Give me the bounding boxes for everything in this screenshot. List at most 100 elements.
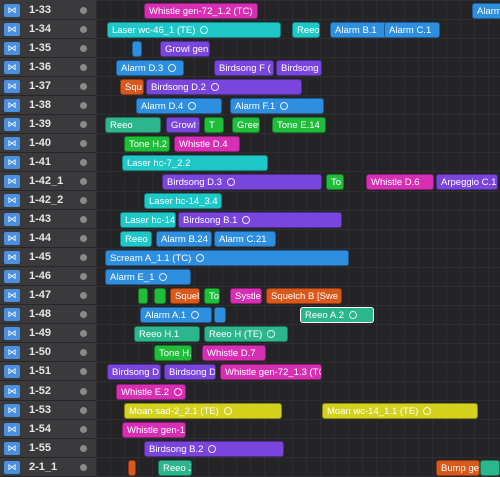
audio-region[interactable]: Alarm B.24 [156,231,212,248]
audio-region[interactable]: Reeo J [158,459,192,476]
audio-region[interactable]: Birdsong B.1 [178,212,342,229]
track-row[interactable]: ⋈ 1-44 [0,229,96,249]
audio-region[interactable]: Reeo A.2 [300,307,374,324]
track-row[interactable]: ⋈ 1-42_2 [0,191,96,211]
audio-region[interactable]: Growl gen [160,40,210,57]
track-status-dot[interactable] [80,425,87,433]
audio-region[interactable] [480,459,500,476]
track-row[interactable]: ⋈ 1-41 [0,153,96,172]
audio-region[interactable] [138,288,148,305]
audio-region[interactable]: Bump gen [436,459,480,476]
track-row[interactable]: ⋈ 1-55 [0,439,96,458]
audio-region[interactable]: Moan sad-2_2.1 (TE) [124,402,282,419]
audio-region[interactable]: Alarm C.1 [384,21,440,38]
track-row[interactable]: ⋈ 1-33 [0,1,96,20]
track-status-dot[interactable] [80,387,87,395]
track-status-dot[interactable] [80,139,87,147]
audio-region[interactable]: T [204,116,224,133]
arrange-area[interactable]: Whistle gen-72_1.2 (TC) Alarm Laser wc-46_… [96,0,500,477]
audio-region[interactable]: Moan wc-14_1.1 (TE) [322,402,478,419]
audio-region[interactable]: Laser hc-14 [120,212,176,229]
audio-region[interactable]: Squ [120,78,144,95]
audio-region[interactable]: Systle [230,288,262,305]
audio-region[interactable]: Alarm E_1 [105,269,191,286]
track-row[interactable]: ⋈ 1-46 [0,267,96,287]
audio-region[interactable]: To [204,288,220,305]
track-row[interactable]: ⋈ 1-38 [0,96,96,115]
audio-region[interactable]: Birdsong D.3 [162,173,322,190]
audio-region[interactable]: Birdsong [276,59,322,76]
track-row[interactable]: ⋈ 1-45 [0,248,96,268]
track-status-dot[interactable] [80,25,87,33]
track-row[interactable]: ⋈ 1-51 [0,362,96,382]
track-status-dot[interactable] [80,101,87,109]
track-status-dot[interactable] [80,349,87,357]
audio-region[interactable]: Laser wc-46_1 (TE) [107,21,281,38]
track-row[interactable]: ⋈ 1-34 [0,20,96,39]
audio-region[interactable]: Arpeggio C.1 [436,173,498,190]
audio-region[interactable]: Alarm [472,2,500,19]
track-status-dot[interactable] [80,406,87,414]
track-status-dot[interactable] [80,120,87,128]
audio-region[interactable]: Whistle gen-72_1.2 (TC) [144,2,258,19]
audio-region[interactable]: Alarm D.3 [116,59,184,76]
audio-region[interactable]: Tone H. [154,345,192,362]
audio-region[interactable]: Squel [170,288,200,305]
audio-region[interactable]: Reeo [292,21,320,38]
track-status-dot[interactable] [80,216,87,224]
audio-region[interactable]: Whistle gen-1 [122,421,186,438]
audio-region[interactable]: Growl w [166,116,200,133]
audio-region[interactable]: Scream A_1.1 (TC) [105,250,349,267]
track-status-dot[interactable] [80,44,87,52]
track-status-dot[interactable] [80,158,87,166]
audio-region[interactable]: Tone E.14 [272,116,326,133]
track-row[interactable]: ⋈ 1-48 [0,305,96,325]
audio-region[interactable]: Greet [232,116,260,133]
track-status-dot[interactable] [80,368,87,376]
track-row[interactable]: ⋈ 1-42_1 [0,172,96,191]
track-status-dot[interactable] [80,292,87,300]
track-status-dot[interactable] [80,463,87,471]
audio-region[interactable]: Alarm F.1 [230,97,324,114]
track-row[interactable]: ⋈ 1-37 [0,77,96,96]
track-status-dot[interactable] [80,273,87,281]
audio-region[interactable]: Reeo [120,231,152,248]
track-row[interactable]: ⋈ 1-40 [0,134,96,153]
audio-region[interactable] [154,288,166,305]
track-status-dot[interactable] [80,82,87,90]
audio-region[interactable]: Laser hc-14_3.4 [144,193,222,209]
audio-region[interactable]: Whistle gen-72_1.3 (TC) [220,364,322,381]
audio-region[interactable]: Laser hc-7_2.2 [122,154,268,171]
track-row[interactable]: ⋈ 1-49 [0,324,96,344]
audio-region[interactable]: Birdsong D [164,364,216,381]
track-status-dot[interactable] [80,330,87,338]
audio-region[interactable] [128,459,136,476]
track-status-dot[interactable] [80,235,87,243]
track-status-dot[interactable] [80,254,87,262]
track-status-dot[interactable] [80,63,87,71]
audio-region[interactable]: Alarm A.1 [140,307,212,324]
track-status-dot[interactable] [80,197,87,204]
audio-region[interactable]: Whistle E.2 [116,383,186,400]
track-row[interactable]: ⋈ 1-50 [0,343,96,363]
audio-region[interactable]: Whistle D.4 [174,135,240,152]
track-row[interactable]: ⋈ 1-54 [0,420,96,439]
audio-region[interactable]: Birdsong F ( [214,59,274,76]
track-row[interactable]: ⋈ 1-39 [0,115,96,134]
audio-region[interactable]: Birdsong D ( [107,364,161,381]
audio-region[interactable]: Reeo H (TE) [204,326,288,343]
track-row[interactable]: ⋈ 1-53 [0,401,96,420]
audio-region[interactable]: Squelch B [Swe [266,288,342,305]
audio-region[interactable]: Birdsong B.2 [144,440,284,457]
audio-region[interactable]: To [326,173,344,190]
track-status-dot[interactable] [80,311,87,319]
audio-region[interactable]: Tone H.2 [124,135,170,152]
track-status-dot[interactable] [80,177,87,185]
track-row[interactable]: ⋈ 1-43 [0,210,96,230]
track-status-dot[interactable] [80,6,87,14]
audio-region[interactable]: Birdsong D.2 [146,78,302,95]
audio-region[interactable]: Alarm D.4 [136,97,222,114]
audio-region[interactable] [132,40,142,57]
audio-region[interactable]: Alarm C.21 [214,231,276,248]
audio-region[interactable] [214,307,226,324]
